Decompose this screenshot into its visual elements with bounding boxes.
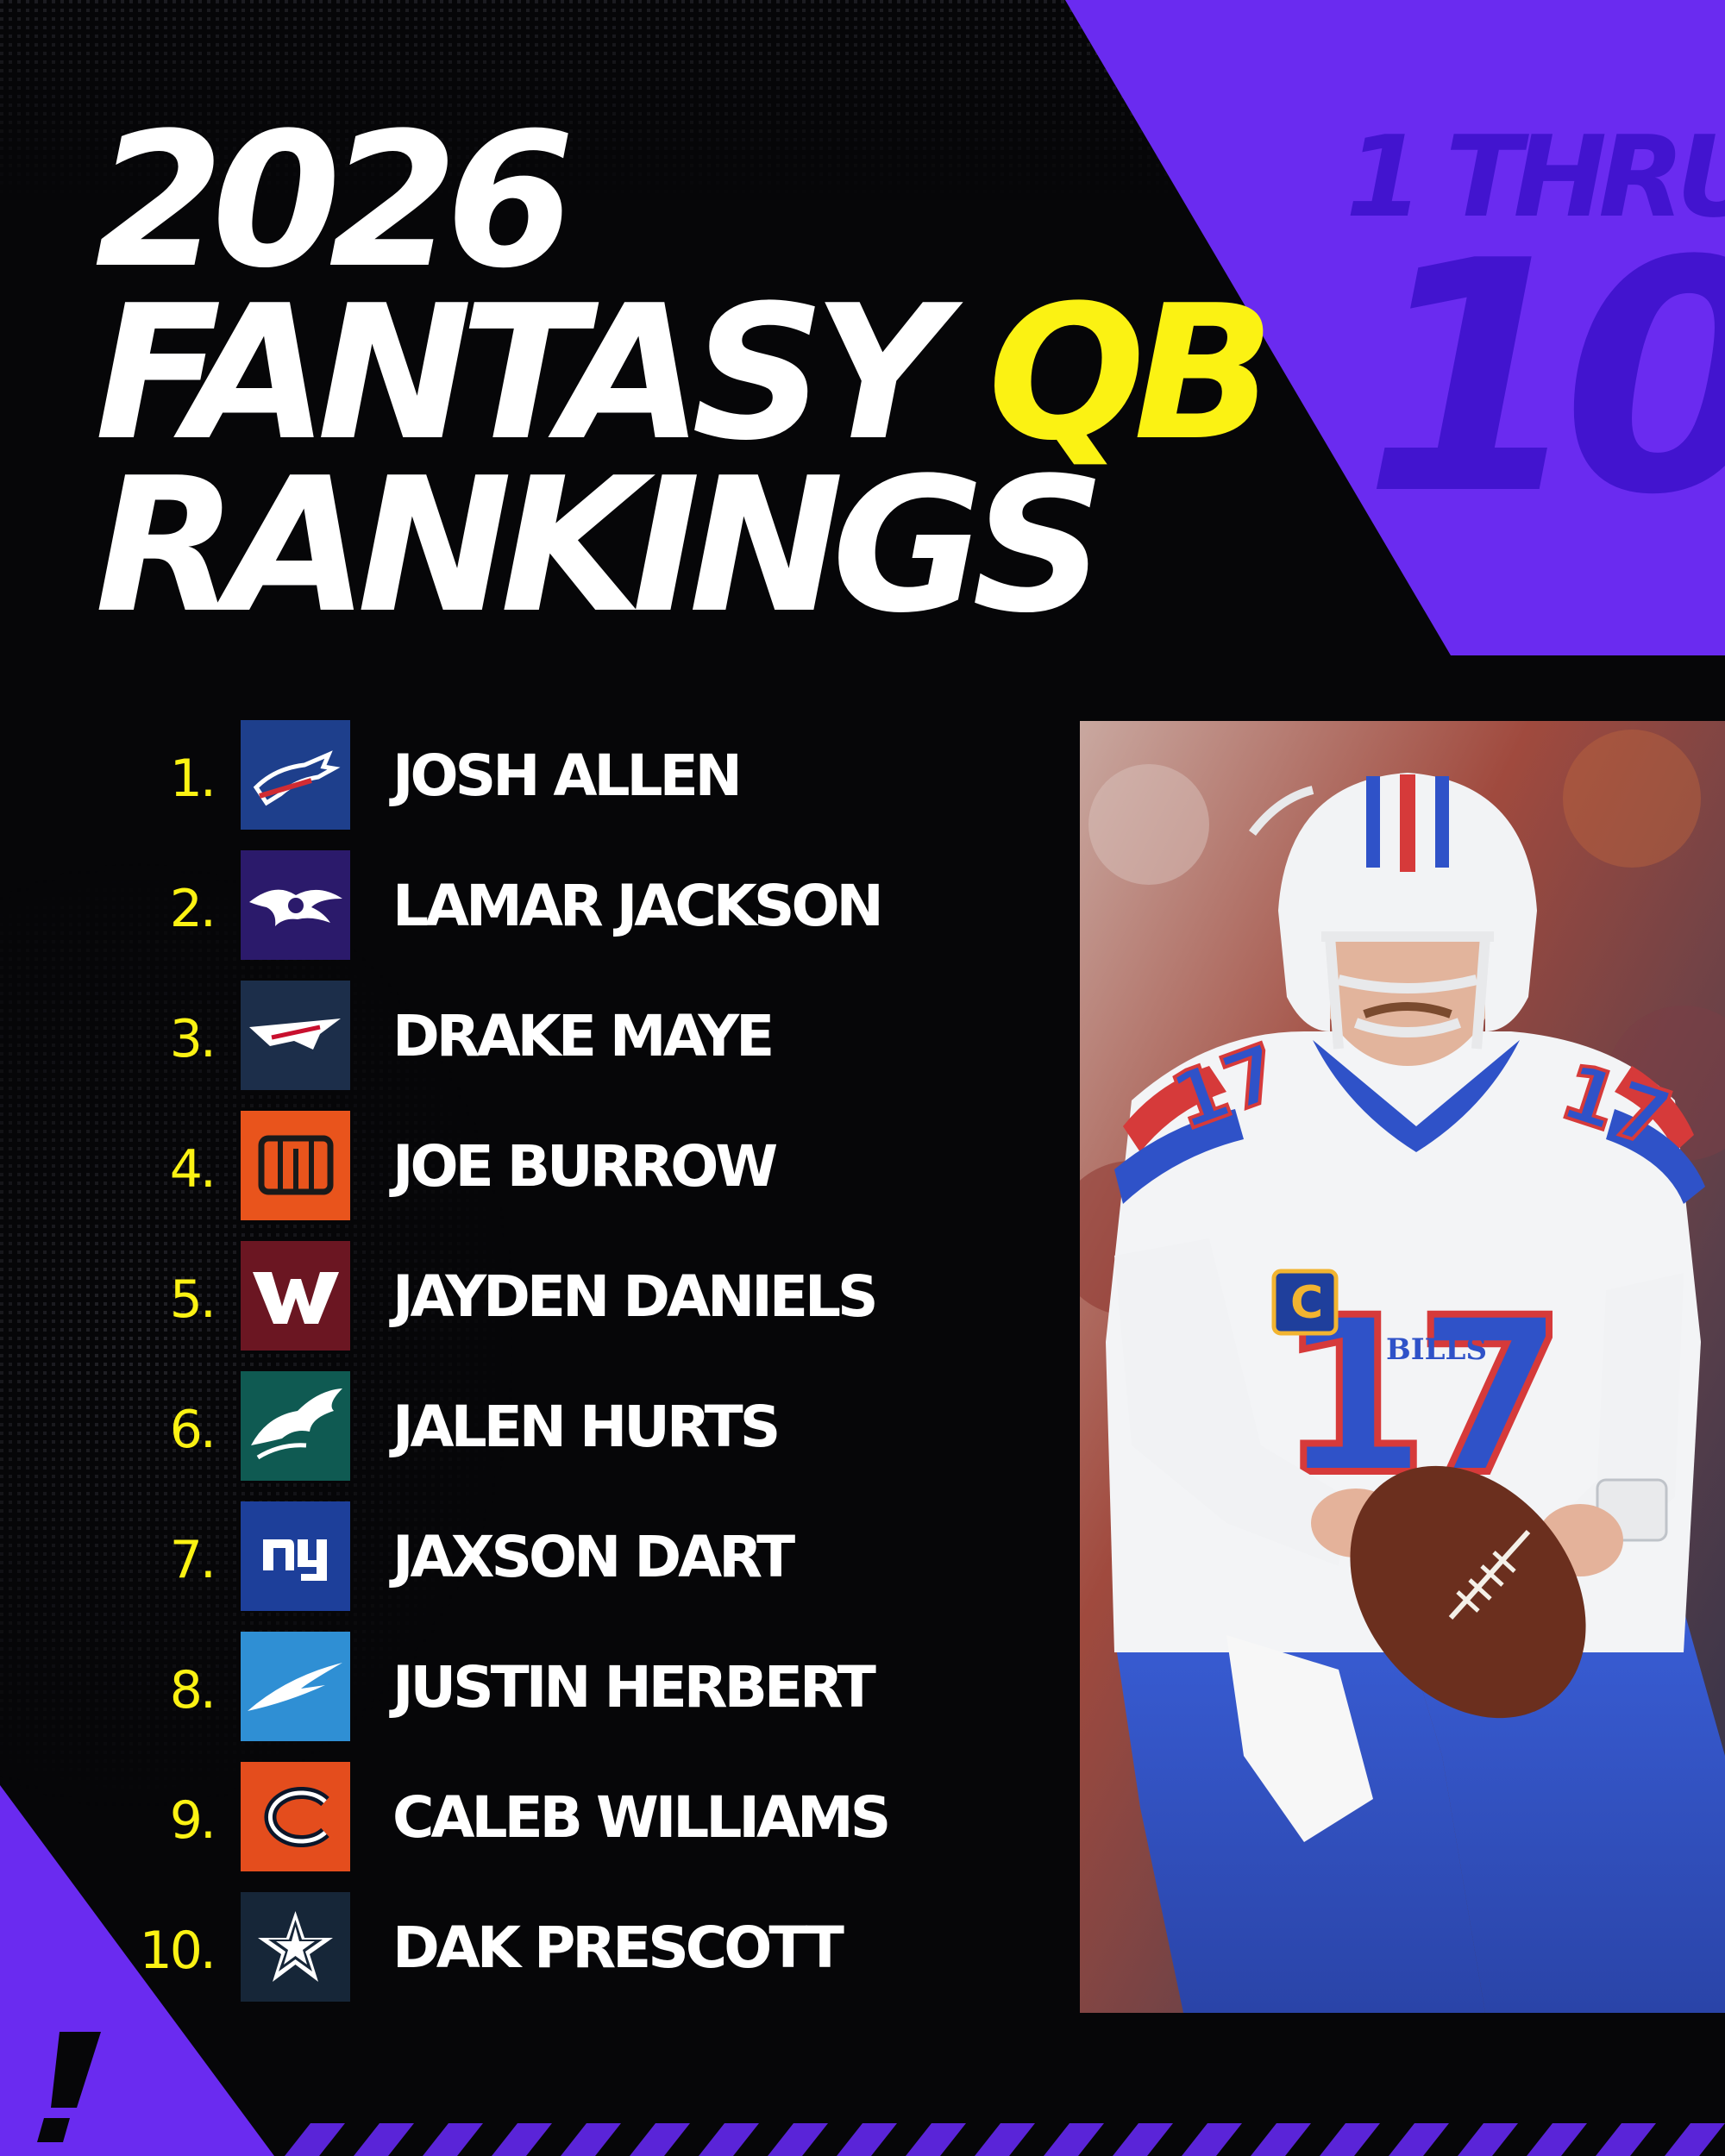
player-name: JOSH ALLEN	[392, 743, 743, 809]
rank-number: 1.	[169, 749, 216, 809]
rank-row: 2. LAMAR JACKSON	[0, 850, 1035, 962]
player-name: JUSTIN HERBERT	[392, 1654, 876, 1720]
bottom-stripes	[285, 2123, 1725, 2156]
title-year: 2026	[95, 92, 574, 309]
player-name: LAMAR JACKSON	[392, 873, 884, 939]
player-photo: 17 17 17 BILLS C	[1080, 721, 1725, 2013]
title-rankings: RANKINGS	[95, 437, 1106, 654]
player-name: JOE BURROW	[392, 1133, 778, 1200]
bills-logo-icon	[241, 720, 350, 830]
rank-number: 5.	[169, 1269, 216, 1330]
rank-number: 10.	[139, 1921, 216, 1981]
patriots-logo-icon	[241, 981, 350, 1090]
player-name: JAXSON DART	[392, 1524, 795, 1590]
player-name: JAYDEN DANIELS	[392, 1263, 879, 1330]
giants-logo-icon	[241, 1501, 350, 1611]
title-fantasy-text: FANTASY	[95, 265, 988, 481]
rank-number: 3.	[169, 1009, 216, 1069]
rank-number: 4.	[169, 1139, 216, 1200]
player-name: DAK PRESCOTT	[392, 1915, 844, 1981]
rank-row: 5. JAYDEN DANIELS	[0, 1241, 1035, 1353]
rank-row: 1. JOSH ALLEN	[0, 720, 1035, 832]
rank-row: 7. JAXSON DART	[0, 1501, 1035, 1614]
player-name: DRAKE MAYE	[392, 1003, 775, 1069]
captain-patch: C	[1290, 1277, 1323, 1329]
ravens-logo-icon	[241, 850, 350, 960]
badge-thru-text: 1 THRU	[1346, 111, 1725, 242]
rank-number: 6.	[169, 1400, 216, 1460]
rank-number: 2.	[169, 879, 216, 939]
rank-row: 3. DRAKE MAYE	[0, 981, 1035, 1093]
chargers-logo-icon	[241, 1632, 350, 1741]
rank-row: 9. CALEB WILLIAMS	[0, 1762, 1035, 1874]
player-name: CALEB WILLIAMS	[392, 1784, 891, 1851]
cowboys-logo-icon	[241, 1892, 350, 2002]
commanders-logo-icon	[241, 1241, 350, 1351]
brand-exclamation-icon	[37, 2032, 101, 2142]
purple-top-right-band	[1065, 0, 1725, 655]
bears-logo-icon	[241, 1762, 350, 1871]
rank-number: 8.	[169, 1660, 216, 1720]
eagles-logo-icon	[241, 1371, 350, 1481]
rank-number: 7.	[169, 1530, 216, 1590]
rank-row: 6. JALEN HURTS	[0, 1371, 1035, 1483]
rank-number: 9.	[169, 1790, 216, 1851]
rank-row: 8. JUSTIN HERBERT	[0, 1632, 1035, 1744]
jersey-wordmark: BILLS	[1386, 1332, 1487, 1367]
title-qb-accent: QB	[988, 265, 1275, 481]
player-name: JALEN HURTS	[392, 1394, 781, 1460]
bengals-logo-icon	[241, 1111, 350, 1220]
badge-number: 10	[1363, 194, 1725, 565]
rank-row: 10. DAK PRESCOTT	[0, 1892, 1035, 2004]
rank-row: 4. JOE BURROW	[0, 1111, 1035, 1223]
title-line-2: FANTASY QB	[95, 280, 1275, 466]
